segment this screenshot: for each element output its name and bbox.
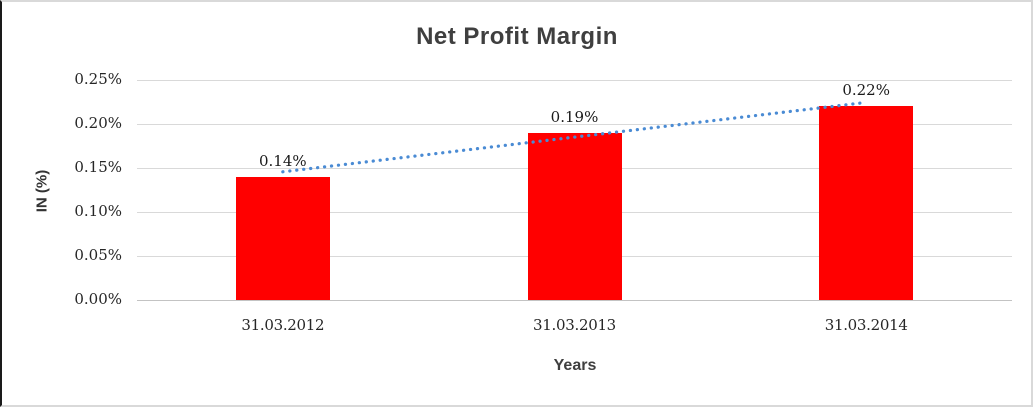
chart-title: Net Profit Margin bbox=[416, 23, 618, 50]
x-tick-label: 31.03.2012 bbox=[241, 316, 325, 334]
gridline bbox=[137, 80, 1012, 81]
y-tick-label: 0.25% bbox=[74, 70, 122, 88]
y-tick-label: 0.10% bbox=[74, 202, 122, 220]
bar-31.03.2014 bbox=[819, 106, 914, 300]
y-tick-label: 0.00% bbox=[74, 290, 122, 308]
y-tick-label: 0.20% bbox=[74, 114, 122, 132]
bar-data-label: 0.14% bbox=[259, 151, 307, 170]
y-tick-label: 0.15% bbox=[74, 158, 122, 176]
y-tick-label: 0.05% bbox=[74, 246, 122, 264]
x-axis-title: Years bbox=[553, 357, 597, 374]
bar-data-label: 0.22% bbox=[842, 81, 890, 100]
x-tick-label: 31.03.2014 bbox=[824, 316, 908, 334]
plot-area: 0.14% 0.19% 0.22% bbox=[137, 80, 1012, 301]
bar-31.03.2013 bbox=[527, 132, 622, 300]
bar-31.03.2012 bbox=[235, 176, 330, 300]
x-tick-label: 31.03.2013 bbox=[533, 316, 616, 334]
bar-data-label: 0.19% bbox=[550, 107, 599, 126]
